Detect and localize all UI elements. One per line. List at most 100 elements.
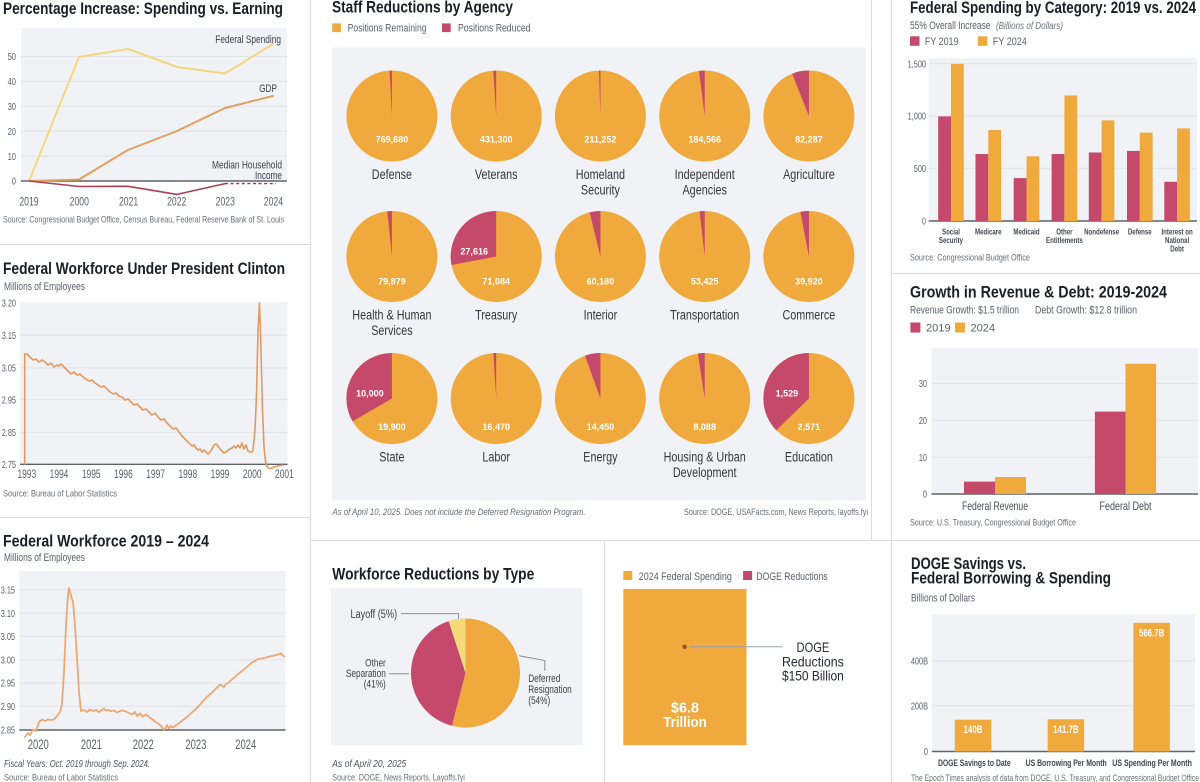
svg-text:2021: 2021 — [81, 737, 102, 752]
svg-text:Agencies: Agencies — [682, 183, 727, 198]
svg-text:0: 0 — [12, 176, 16, 188]
svg-text:10,000: 10,000 — [356, 388, 384, 399]
svg-text:Security: Security — [939, 235, 963, 245]
svg-text:Entitlements: Entitlements — [1046, 235, 1083, 245]
svg-text:3.15: 3.15 — [2, 330, 16, 342]
svg-text:GDP: GDP — [259, 83, 277, 95]
svg-text:2001: 2001 — [275, 467, 294, 481]
svg-text:Federal Workforce 2019 – 2024: Federal Workforce 2019 – 2024 — [3, 533, 210, 551]
svg-text:2,571: 2,571 — [798, 422, 821, 433]
svg-text:140B: 140B — [964, 724, 983, 736]
svg-text:Medicaid: Medicaid — [1013, 226, 1039, 236]
svg-text:0: 0 — [923, 489, 927, 501]
svg-text:Housing & Urban: Housing & Urban — [664, 450, 746, 465]
svg-text:2021: 2021 — [119, 195, 138, 209]
svg-text:2.95: 2.95 — [2, 394, 16, 406]
svg-text:79,879: 79,879 — [378, 277, 406, 288]
svg-text:(41%): (41%) — [364, 679, 386, 691]
svg-text:27,616: 27,616 — [460, 246, 488, 257]
svg-text:1999: 1999 — [211, 467, 230, 481]
svg-text:Debt Growth: $12.8 trillion: Debt Growth: $12.8 trillion — [1035, 305, 1137, 317]
svg-text:Source: Bureau of Labor Statis: Source: Bureau of Labor Statistics — [4, 773, 118, 782]
svg-text:Positions Reduced: Positions Reduced — [458, 23, 531, 35]
svg-text:2.95: 2.95 — [1, 678, 15, 690]
svg-text:Trillion: Trillion — [663, 715, 706, 731]
svg-text:Billions of Dollars: Billions of Dollars — [911, 593, 975, 605]
svg-text:53,425: 53,425 — [691, 277, 719, 288]
svg-text:1996: 1996 — [114, 467, 133, 481]
svg-text:Millions of Employees: Millions of Employees — [4, 281, 85, 293]
svg-text:Percentage Increase: Spending: Percentage Increase: Spending vs. Earnin… — [3, 0, 283, 18]
svg-text:Interior: Interior — [584, 308, 618, 323]
svg-text:566.7B: 566.7B — [1139, 628, 1165, 640]
svg-text:1993: 1993 — [17, 467, 36, 481]
svg-text:$6.8: $6.8 — [671, 701, 699, 717]
svg-text:82,287: 82,287 — [795, 134, 823, 145]
svg-text:Separation: Separation — [346, 668, 386, 680]
svg-text:1994: 1994 — [50, 467, 69, 481]
svg-text:Federal Spending: Federal Spending — [215, 34, 281, 46]
svg-text:3.10: 3.10 — [1, 608, 15, 620]
svg-text:Staff Reductions by Agency: Staff Reductions by Agency — [332, 0, 514, 17]
svg-text:2.75: 2.75 — [2, 459, 16, 471]
svg-text:Median Household: Median Household — [212, 160, 282, 172]
svg-text:DOGE Reductions: DOGE Reductions — [756, 571, 828, 583]
svg-text:Federal Debt: Federal Debt — [1100, 499, 1152, 513]
svg-text:1995: 1995 — [82, 467, 101, 481]
svg-text:769,680: 769,680 — [376, 134, 409, 145]
svg-text:2000: 2000 — [243, 467, 262, 481]
svg-text:Source: DOGE, USAFacts.com, Ne: Source: DOGE, USAFacts.com, News Reports… — [684, 507, 868, 517]
svg-text:Homeland: Homeland — [576, 167, 625, 182]
svg-text:Workforce Reductions by Type: Workforce Reductions by Type — [332, 566, 534, 584]
svg-text:19,900: 19,900 — [378, 422, 406, 433]
svg-text:Growth in Revenue & Debt: 2019: Growth in Revenue & Debt: 2019-2024 — [910, 284, 1168, 302]
svg-text:20: 20 — [8, 126, 17, 138]
svg-text:As of April 20, 2025: As of April 20, 2025 — [331, 758, 406, 770]
svg-text:500: 500 — [914, 163, 926, 175]
svg-text:431,300: 431,300 — [480, 134, 513, 145]
svg-text:$150 Billion: $150 Billion — [782, 668, 844, 684]
svg-text:2024 Federal Spending: 2024 Federal Spending — [639, 571, 732, 583]
svg-text:Source: Congressional Budget O: Source: Congressional Budget Office — [910, 253, 1030, 263]
svg-text:1,500: 1,500 — [908, 59, 927, 71]
svg-text:Veterans: Veterans — [475, 167, 518, 182]
svg-text:Commerce: Commerce — [782, 308, 835, 323]
svg-text:2023: 2023 — [185, 737, 206, 752]
svg-text:Independent: Independent — [675, 167, 735, 182]
svg-text:Reductions: Reductions — [782, 653, 844, 669]
svg-text:Defense: Defense — [372, 167, 412, 182]
svg-text:(Billions of Dollars): (Billions of Dollars) — [996, 20, 1063, 32]
svg-text:As of April 10, 2025. Does not: As of April 10, 2025. Does not include t… — [332, 507, 586, 517]
svg-text:(54%): (54%) — [528, 695, 550, 707]
svg-text:10: 10 — [8, 151, 17, 163]
svg-text:60,180: 60,180 — [587, 277, 615, 288]
svg-text:3.20: 3.20 — [2, 298, 16, 310]
svg-text:400B: 400B — [911, 655, 928, 667]
svg-text:2024: 2024 — [264, 195, 283, 209]
svg-text:DOGE Savings to Date: DOGE Savings to Date — [938, 758, 1011, 769]
svg-text:2019: 2019 — [926, 323, 951, 335]
svg-text:3.00: 3.00 — [1, 654, 15, 666]
svg-text:30: 30 — [8, 101, 17, 113]
svg-text:1,000: 1,000 — [908, 111, 927, 123]
svg-text:Revenue Growth: $1.5 trillion: Revenue Growth: $1.5 trillion — [910, 305, 1019, 317]
svg-text:3.15: 3.15 — [1, 585, 15, 597]
svg-text:2022: 2022 — [133, 737, 154, 752]
svg-text:US Spending Per Month: US Spending Per Month — [1112, 758, 1192, 769]
svg-text:1998: 1998 — [178, 467, 197, 481]
svg-text:71,084: 71,084 — [482, 277, 510, 288]
svg-text:10: 10 — [919, 452, 927, 464]
svg-text:National: National — [1165, 235, 1189, 245]
svg-text:0: 0 — [922, 216, 926, 228]
svg-text:2.85: 2.85 — [1, 724, 15, 736]
svg-text:Medicare: Medicare — [975, 226, 1002, 236]
svg-text:DOGE: DOGE — [797, 639, 830, 655]
svg-text:2022: 2022 — [167, 195, 186, 209]
svg-text:Agriculture: Agriculture — [783, 167, 835, 182]
svg-text:Layoff (5%): Layoff (5%) — [351, 609, 398, 621]
svg-text:Source: U.S. Treasury, Congres: Source: U.S. Treasury, Congressional Bud… — [910, 518, 1076, 528]
svg-text:184,566: 184,566 — [688, 134, 721, 145]
svg-text:211,252: 211,252 — [584, 134, 616, 145]
svg-text:8,088: 8,088 — [693, 422, 716, 433]
svg-text:US Borrowing Per Month: US Borrowing Per Month — [1026, 758, 1107, 769]
